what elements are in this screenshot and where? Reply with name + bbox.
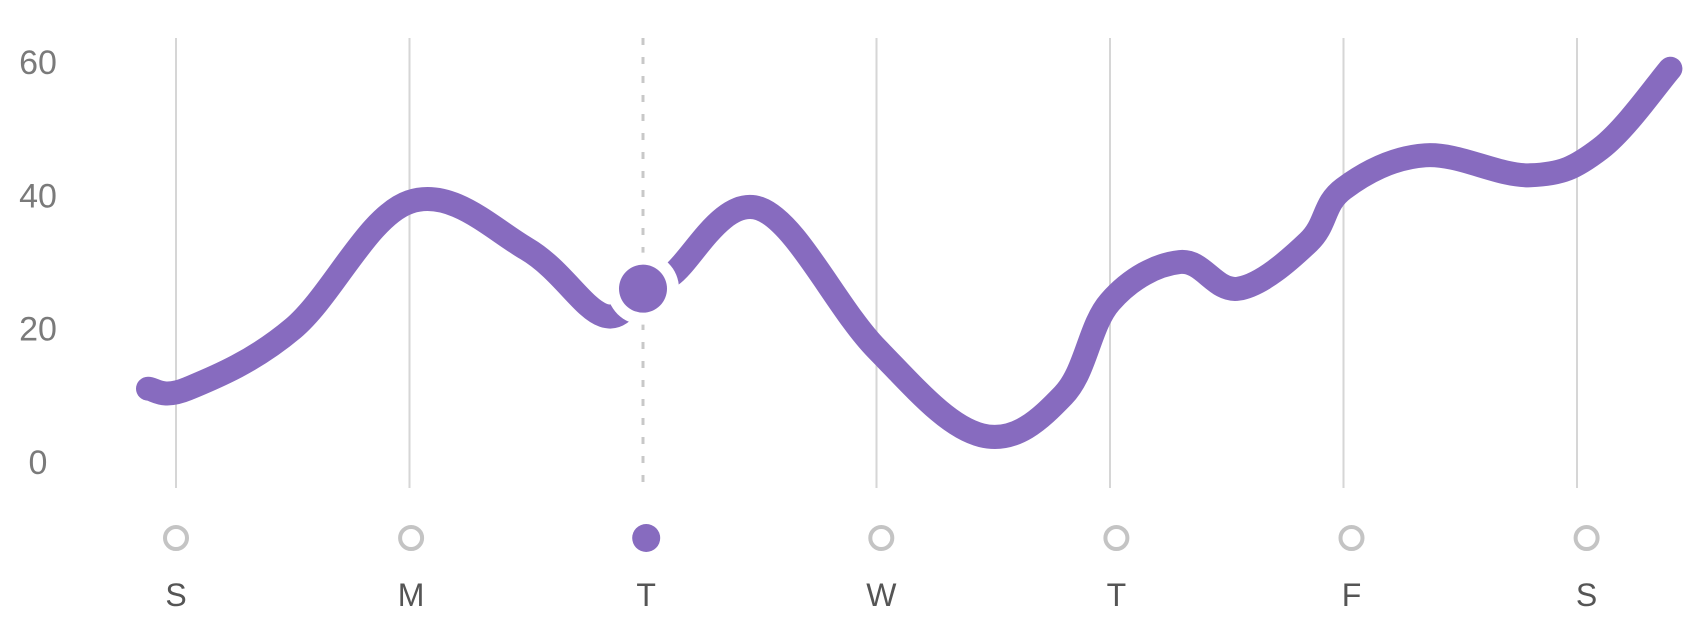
day-marker[interactable] [398, 525, 425, 551]
x-tick-label: S [1576, 577, 1597, 613]
y-axis-ticks: 0 20 40 60 [19, 44, 57, 482]
series-layer [136, 56, 1683, 449]
day-marker-selected[interactable] [632, 524, 661, 552]
highlight-point[interactable] [619, 264, 667, 313]
series-line [136, 56, 1683, 449]
day-marker[interactable] [1338, 525, 1365, 551]
y-tick-label: 40 [19, 177, 57, 215]
x-tick-label: S [165, 577, 186, 613]
x-tick-label: W [866, 577, 897, 613]
day-marker[interactable] [1573, 525, 1600, 551]
day-marker[interactable] [868, 525, 895, 551]
day-marker[interactable] [163, 525, 189, 551]
y-tick-label: 0 [29, 444, 48, 482]
grid-lines [175, 38, 1578, 488]
day-markers [163, 524, 1600, 552]
y-tick-label: 60 [19, 44, 57, 82]
x-tick-label: T [1107, 577, 1127, 613]
x-tick-label: F [1342, 577, 1362, 613]
x-tick-label: T [636, 577, 656, 613]
y-tick-label: 20 [19, 311, 57, 349]
x-tick-label: M [398, 577, 425, 613]
day-marker[interactable] [1103, 525, 1130, 551]
